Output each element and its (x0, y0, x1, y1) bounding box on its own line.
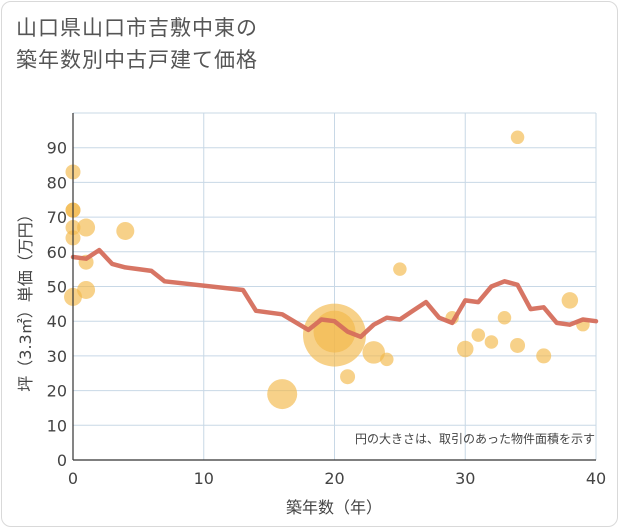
chart-title: 山口県山口市吉敷中東の 築年数別中古戸建て価格 (16, 12, 258, 76)
scatter-point (77, 280, 96, 299)
y-tick-label: 60 (47, 243, 67, 262)
scatter-point (497, 310, 512, 325)
y-tick-label: 40 (47, 312, 67, 331)
scatter-point (340, 369, 356, 385)
y-tick-label: 70 (47, 208, 67, 227)
y-tick-label: 20 (47, 382, 67, 401)
scatter-point (116, 221, 135, 240)
x-tick-label: 40 (586, 469, 606, 488)
scatter-point (267, 379, 298, 410)
axes: 0 10 20 30 40 50 60 70 80 90 0 10 20 30 40 (47, 113, 606, 488)
trend-line (70, 247, 599, 340)
scatter-point (457, 340, 474, 358)
x-tick-label: 20 (324, 469, 344, 488)
y-tick-label: 30 (47, 347, 67, 366)
scatter-point (510, 337, 526, 353)
y-tick-label: 80 (47, 173, 67, 192)
y-tick-label: 10 (47, 416, 67, 435)
x-tick-label: 10 (194, 469, 214, 488)
title-line-1: 山口県山口市吉敷中東の (16, 16, 258, 40)
scatter-point (380, 352, 394, 367)
scatter-point (362, 341, 385, 364)
scatter-point (471, 328, 486, 342)
x-tick-label: 30 (455, 469, 475, 488)
scatter-point (484, 335, 499, 349)
title-line-2: 築年数別中古戸建て価格 (16, 48, 258, 72)
scatter-point (536, 348, 552, 364)
scatter-point (510, 130, 525, 145)
y-axis-title: 坪（3.3㎡）単価（万円） (16, 206, 35, 391)
bubble-size-note: 円の大きさは、取引のあった物件面積を示す (355, 431, 595, 446)
y-tick-label: 0 (57, 451, 67, 470)
x-axis-title: 築年数（年） (286, 498, 382, 517)
scatter-point (77, 218, 96, 237)
scatter-point (393, 262, 407, 276)
scatter-point (561, 292, 579, 309)
y-tick-label: 90 (47, 139, 67, 158)
trend-line-group (70, 247, 599, 340)
y-tick-label: 50 (47, 278, 67, 297)
x-tick-label: 0 (68, 469, 78, 488)
